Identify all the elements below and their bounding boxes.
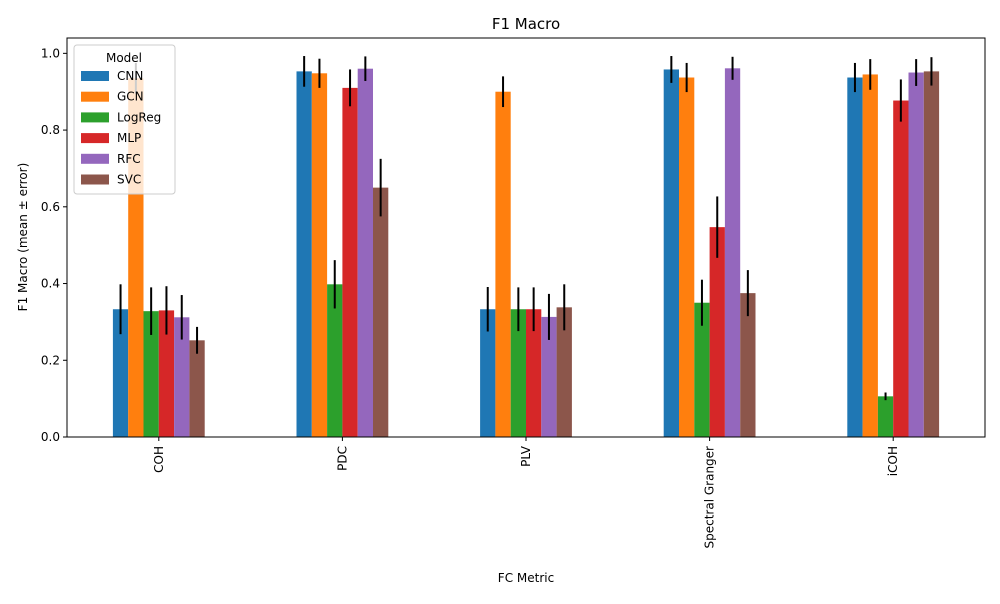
bar-rfc <box>908 72 924 438</box>
bar-mlp <box>709 227 725 437</box>
bar-rfc <box>357 68 373 437</box>
y-tick-label: 0.2 <box>41 353 60 367</box>
x-tick-label: PLV <box>519 445 533 467</box>
bar-gcn <box>495 91 511 437</box>
legend-swatch-mlp <box>81 133 109 144</box>
axes-layer: 0.0 0.2 0.4 0.6 0.8 1.0 COH PDC PLV Spectral Gran… <box>41 37 986 549</box>
y-axis-label: F1 Macro (mean ± error) <box>16 163 30 312</box>
legend-title: Model <box>106 51 142 65</box>
plot-frame <box>66 37 986 438</box>
bar-logreg <box>327 284 343 437</box>
x-tick-label: Spectral Granger <box>703 446 717 549</box>
y-tick-label: 0.0 <box>41 430 60 444</box>
legend-swatch-rfc <box>81 153 109 164</box>
legend-label-rfc: RFC <box>117 152 141 166</box>
bar-cnn <box>112 309 129 437</box>
bar-gcn <box>862 74 878 437</box>
legend-label-cnn: CNN <box>117 69 143 83</box>
bar-svc <box>740 293 756 437</box>
legend-swatch-cnn <box>81 71 109 81</box>
y-tick-label: 1.0 <box>41 46 60 60</box>
bar-cnn <box>480 309 496 437</box>
legend-label-mlp: MLP <box>117 131 141 145</box>
x-tick-label: iCOH <box>886 446 900 476</box>
bar-logreg <box>143 311 159 437</box>
x-tick-label: PDC <box>335 446 349 471</box>
bar-cnn <box>847 77 863 437</box>
bar-logreg <box>877 396 894 437</box>
bar-cnn <box>663 69 679 437</box>
bar-svc <box>373 187 389 437</box>
bars-layer <box>112 68 940 438</box>
legend-label-gcn: GCN <box>117 90 144 104</box>
bar-gcn <box>311 73 328 438</box>
x-tick-label: COH <box>152 446 166 473</box>
x-axis-label: FC Metric <box>498 571 554 585</box>
chart-title: F1 Macro <box>492 15 560 33</box>
bar-mlp <box>158 310 175 437</box>
bar-rfc <box>541 316 557 437</box>
y-tick-label: 0.8 <box>41 123 60 137</box>
bar-gcn <box>679 77 695 437</box>
y-tick-label: 0.6 <box>41 200 60 214</box>
bar-logreg <box>510 309 526 437</box>
bar-cnn <box>296 71 312 438</box>
bar-logreg <box>694 302 710 437</box>
bar-rfc <box>174 317 190 437</box>
bar-rfc <box>724 68 741 437</box>
bar-svc <box>556 307 572 437</box>
bar-mlp <box>342 87 358 437</box>
legend-swatch-svc <box>81 174 109 185</box>
legend-swatch-gcn <box>81 91 109 102</box>
bar-svc <box>189 340 205 437</box>
legend-label-svc: SVC <box>117 173 141 187</box>
bar-mlp <box>526 309 542 437</box>
y-tick-label: 0.4 <box>41 277 60 291</box>
bar-svc <box>923 71 940 438</box>
legend-label-logreg: LogReg <box>117 110 161 124</box>
legend: Model CNN GCN LogReg MLP RFC SVC <box>73 44 176 195</box>
legend-swatch-logreg <box>81 112 109 123</box>
bar-mlp <box>893 100 909 437</box>
